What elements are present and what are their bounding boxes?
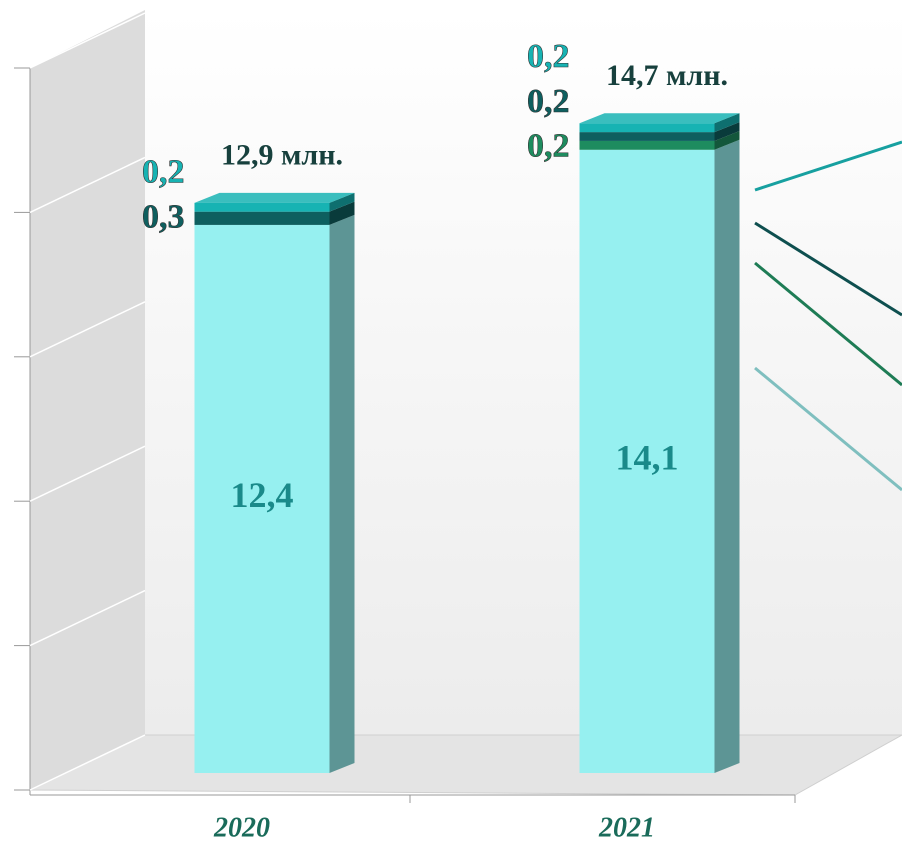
bar-side — [714, 139, 740, 773]
bar-segment — [579, 123, 715, 133]
total-label: 12,9 млн. — [221, 139, 343, 172]
leader-line — [754, 366, 902, 492]
leader-line — [754, 140, 902, 192]
bar-side — [714, 122, 740, 141]
bar-segment — [579, 140, 715, 150]
total-label: 14,7 млн. — [606, 59, 728, 92]
bar-side — [329, 192, 355, 212]
legend-leaders — [754, 140, 902, 492]
floor — [29, 734, 902, 796]
bar-segment — [194, 224, 330, 774]
grid-line — [29, 12, 146, 69]
bar-side — [714, 130, 740, 150]
grid-line — [29, 301, 146, 358]
grid-line — [29, 734, 146, 791]
grid-line — [29, 445, 146, 502]
bar-segment — [194, 211, 330, 225]
left-wall — [30, 10, 145, 790]
bar-segment — [579, 132, 715, 141]
value-label: 0,2 — [527, 38, 570, 75]
value-label: 0,2 — [527, 83, 570, 120]
grid-line — [29, 589, 146, 647]
bar-segment — [579, 149, 715, 773]
leader-line — [754, 261, 902, 387]
x-tick-label: 2020 — [213, 812, 270, 843]
value-label: 0,2 — [527, 128, 570, 165]
grid-line — [29, 156, 146, 214]
bar-top — [194, 192, 355, 203]
value-label: 0,3 — [142, 198, 185, 235]
value-label: 14,1 — [616, 438, 679, 478]
value-label: 12,4 — [231, 475, 294, 515]
bar-side — [714, 113, 740, 133]
x-tick-label: 2021 — [598, 812, 655, 843]
bar-side — [329, 201, 355, 225]
value-label: 0,2 — [142, 154, 185, 191]
bar-segment — [194, 202, 330, 212]
bar-top — [579, 113, 740, 124]
bar-side — [329, 214, 355, 774]
leader-line — [754, 221, 902, 317]
